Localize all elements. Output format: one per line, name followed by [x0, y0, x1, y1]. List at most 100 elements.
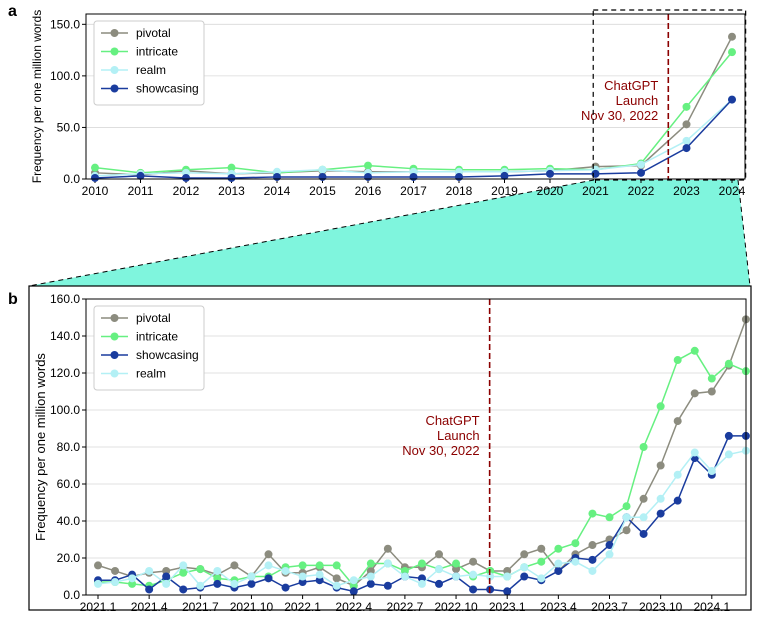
data-point-pivotal	[503, 566, 512, 575]
x-tick-label: 2023	[673, 184, 700, 198]
data-point-showcasing	[417, 574, 426, 583]
legend-marker-intricate	[110, 332, 119, 341]
data-point-realm	[605, 550, 614, 559]
data-point-pivotal	[332, 574, 341, 583]
x-tick-label: 2021.4	[131, 600, 168, 614]
data-point-intricate	[349, 581, 358, 590]
data-point-showcasing	[546, 169, 554, 178]
data-point-showcasing	[136, 171, 145, 180]
x-tick-label: 2016	[355, 184, 382, 198]
data-point-intricate	[452, 559, 461, 568]
data-point-intricate	[417, 559, 426, 568]
x-tick-label: 2021.1	[80, 600, 117, 614]
legend: pivotal intricate showcasing realm	[93, 305, 205, 391]
data-point-showcasing	[162, 572, 171, 581]
legend-marker-realm	[110, 369, 119, 378]
data-point-realm	[298, 572, 307, 581]
data-point-realm	[486, 572, 495, 581]
data-point-intricate	[128, 579, 137, 588]
y-tick-label: 0.0	[63, 588, 80, 602]
data-point-showcasing	[349, 587, 358, 596]
data-point-showcasing	[364, 172, 372, 181]
chart-panel-a: 0.0 50.0 100.0 150.0 2010 2011 2012 2013 2014 201…	[30, 9, 747, 198]
data-point-realm	[724, 450, 733, 459]
launch-annotation-text: ChatGPT	[604, 78, 658, 93]
data-point-realm	[383, 559, 392, 568]
data-point-showcasing	[179, 585, 188, 594]
launch-annotation-text: Nov 30, 2022	[402, 443, 479, 458]
data-point-realm	[417, 579, 426, 588]
x-tick-label: 2022.10	[434, 600, 478, 614]
data-point-pivotal	[707, 387, 716, 396]
data-point-showcasing	[469, 585, 478, 594]
data-point-intricate	[213, 574, 222, 583]
data-point-intricate	[366, 559, 375, 568]
x-tick-label: 2015	[309, 184, 336, 198]
data-point-realm	[520, 563, 529, 572]
data-point-showcasing	[227, 173, 236, 182]
axes-frame	[85, 298, 747, 596]
data-point-realm	[162, 579, 171, 588]
zoom-connector-fill	[29, 180, 750, 286]
legend-marker-intricate	[110, 47, 119, 56]
x-tick-label: 2018	[446, 184, 473, 198]
legend-label-realm: realm	[136, 367, 166, 381]
y-tick-label: 160.0	[50, 292, 80, 306]
data-point-showcasing	[605, 541, 614, 550]
x-tick-label: 2022	[628, 184, 655, 198]
y-tick-label: 80.0	[57, 440, 81, 454]
data-point-pivotal	[469, 557, 478, 566]
x-tick-label: 2013	[218, 184, 245, 198]
data-point-intricate	[554, 544, 563, 553]
data-point-intricate	[622, 502, 631, 511]
data-point-showcasing	[91, 173, 99, 182]
data-point-pivotal	[111, 566, 120, 575]
y-tick-label: 60.0	[57, 477, 81, 491]
data-point-realm	[196, 581, 205, 590]
x-tick-label: 2023.7	[591, 600, 628, 614]
legend-label-pivotal: pivotal	[136, 311, 171, 325]
data-point-pivotal	[264, 550, 273, 559]
data-point-showcasing	[656, 509, 665, 518]
legend-label-showcasing: showcasing	[136, 348, 199, 362]
y-axis-label: Frequency per one million words	[33, 353, 48, 541]
y-tick-label: 0.0	[63, 172, 80, 186]
data-point-showcasing	[281, 583, 290, 592]
data-point-intricate	[400, 566, 409, 575]
data-point-pivotal	[94, 561, 102, 570]
x-tick-label: 2014	[264, 184, 291, 198]
data-point-intricate	[537, 557, 546, 566]
data-point-showcasing	[682, 144, 691, 153]
data-point-intricate	[227, 163, 236, 172]
data-point-intricate	[639, 443, 648, 451]
legend-marker-pivotal	[110, 314, 119, 322]
data-point-pivotal	[230, 561, 239, 570]
data-point-showcasing	[639, 529, 648, 538]
x-tick-label: 2022.1	[284, 600, 321, 614]
data-point-showcasing	[435, 579, 443, 588]
data-point-intricate	[298, 561, 307, 570]
data-point-realm	[656, 494, 665, 503]
data-point-realm	[128, 574, 137, 583]
data-point-realm	[230, 579, 239, 588]
data-point-showcasing	[213, 579, 222, 588]
panel-label-b: b	[8, 291, 18, 308]
data-point-pivotal	[656, 461, 665, 470]
data-point-showcasing	[318, 172, 327, 181]
launch-annotation-text: Launch	[616, 93, 659, 108]
x-tick-label: 2021.7	[182, 600, 219, 614]
panel-b-outer-frame	[28, 285, 752, 611]
data-point-realm	[503, 572, 512, 581]
data-point-realm	[537, 574, 546, 583]
data-point-showcasing	[673, 496, 682, 505]
zoom-connector-left-line	[28, 179, 595, 287]
legend-box	[93, 20, 205, 106]
data-point-showcasing	[273, 172, 281, 181]
data-point-showcasing	[409, 172, 418, 181]
data-point-realm	[682, 136, 691, 145]
data-point-realm	[639, 513, 648, 522]
legend: pivotal intricate realm showcasing	[93, 20, 205, 106]
data-point-realm	[315, 570, 324, 579]
data-point-realm	[179, 561, 188, 570]
